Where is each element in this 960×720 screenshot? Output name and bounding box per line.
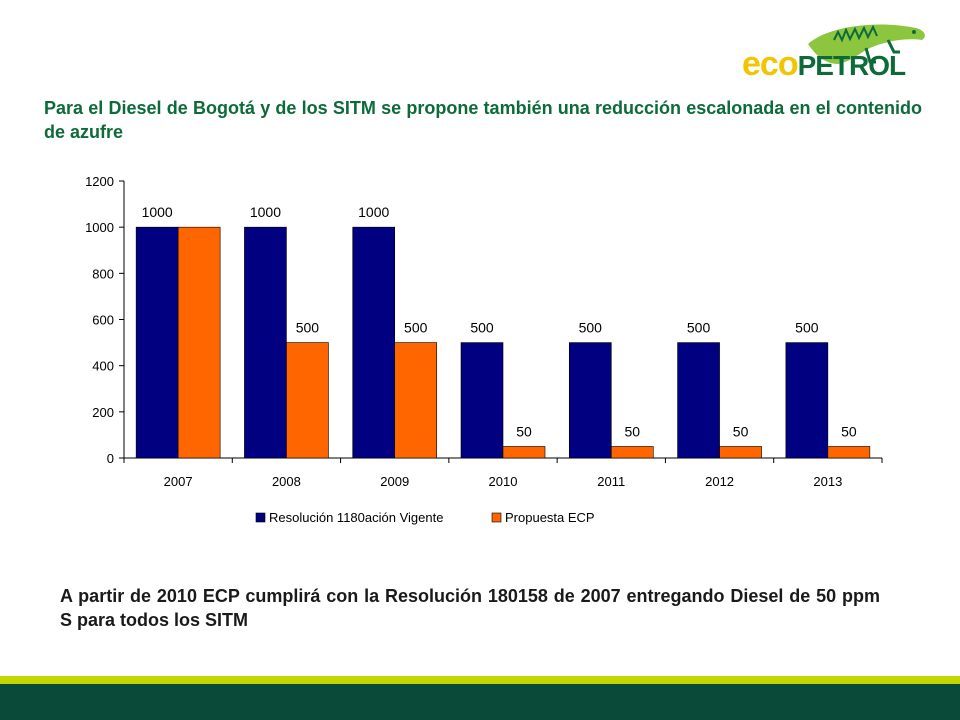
data-label: 50: [733, 423, 749, 439]
data-label: 50: [516, 423, 532, 439]
data-label: 500: [687, 320, 711, 336]
bar-resolucion-2007: [135, 226, 179, 459]
y-tick-label: 1000: [85, 220, 114, 235]
x-tick-label: 2013: [813, 474, 842, 489]
y-tick-label: 600: [92, 313, 114, 328]
bar-resolucion-2008: [244, 226, 287, 459]
data-label: 500: [795, 320, 819, 336]
iguana-logo-icon: [808, 24, 925, 64]
data-label: 50: [841, 423, 857, 439]
data-label: 1000: [250, 204, 281, 220]
legend-label: Resolución 1180ación Vigente: [269, 510, 443, 525]
data-label: 500: [404, 320, 428, 336]
legend-label: Propuesta ECP: [505, 510, 595, 525]
data-label: 500: [296, 320, 320, 336]
x-tick-label: 2007: [164, 474, 193, 489]
y-tick-label: 800: [92, 266, 114, 281]
chart-axes: 0 200 400 600 800 1000 1200 2007 2008 2009 2010 201…: [85, 174, 883, 489]
data-label: 500: [470, 320, 494, 336]
sulfur-bar-chart: 0 200 400 600 800 1000 1200 2007 2008 2009 2010 201…: [85, 174, 883, 525]
bar-propuesta-2013: [827, 446, 871, 459]
y-tick-label: 0: [107, 451, 114, 466]
legend-swatch: [255, 512, 266, 523]
y-tick-label: 200: [92, 405, 114, 420]
logo-text-petrol: PETROL: [797, 50, 907, 81]
chart-bars: [135, 226, 871, 459]
x-tick-label: 2012: [705, 474, 734, 489]
data-label: 50: [624, 423, 640, 439]
data-label: 1000: [358, 204, 389, 220]
bar-resolucion-2012: [677, 342, 720, 459]
bar-propuesta-2008: [286, 342, 329, 459]
data-label: 1000: [142, 204, 173, 220]
slide-heading: Para el Diesel de Bogotá y de los SITM s…: [44, 98, 922, 142]
bar-propuesta-2010: [502, 446, 546, 459]
data-label: 500: [579, 320, 603, 336]
slide-footnote: A partir de 2010 ECP cumplirá con la Res…: [60, 586, 880, 630]
chart-legend: Resolución 1180ación Vigente Propuesta EC…: [255, 510, 595, 525]
bar-resolucion-2011: [568, 342, 612, 459]
bar-propuesta-2012: [719, 446, 762, 459]
bar-propuesta-2009: [394, 342, 438, 459]
bar-propuesta-2011: [610, 446, 654, 459]
logo-wordmark: ecoPETROL: [742, 45, 907, 84]
bar-resolucion-2013: [785, 342, 829, 459]
bar-propuesta-2007: [177, 226, 221, 459]
footer-band-light: [0, 676, 960, 684]
footer-band-dark: [0, 684, 960, 720]
logo-text-eco: eco: [742, 45, 799, 83]
chart-data-labels: 1000 1000 500 1000 500 500 50 500 50 500 50 500 50: [142, 204, 857, 439]
bar-resolucion-2009: [352, 226, 396, 459]
y-tick-label: 400: [92, 359, 114, 374]
y-tick-label: 1200: [85, 174, 114, 189]
x-tick-label: 2009: [380, 474, 409, 489]
legend-swatch: [491, 512, 502, 523]
x-tick-label: 2011: [597, 474, 625, 489]
x-tick-label: 2008: [272, 474, 301, 489]
ecopetrol-logo: ecoPETROL: [738, 18, 938, 84]
x-tick-label: 2010: [489, 474, 518, 489]
bar-resolucion-2010: [460, 342, 504, 459]
